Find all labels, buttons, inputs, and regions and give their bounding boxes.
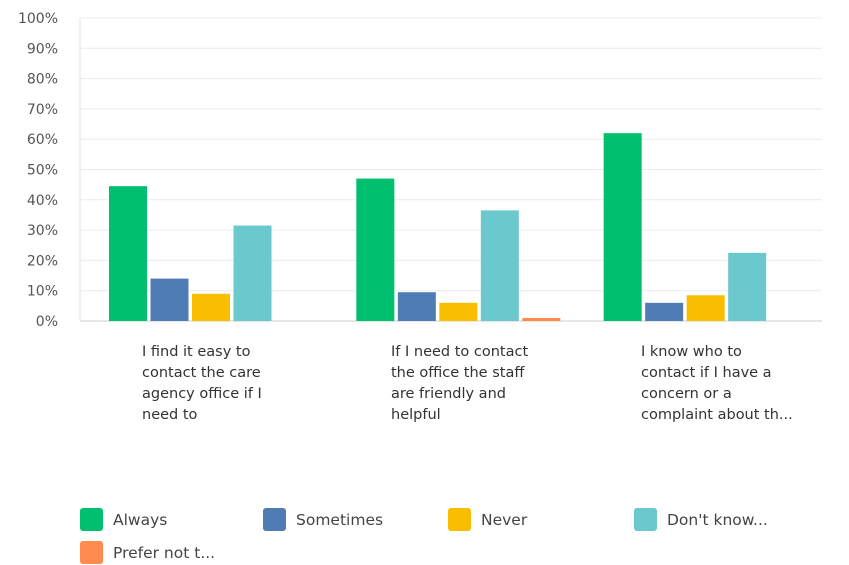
legend-label-sometimes: Sometimes	[296, 510, 384, 529]
bar-don-t-know-cat1[interactable]	[233, 225, 272, 321]
bar-don-t-know-cat3[interactable]	[728, 252, 767, 321]
y-tick-label: 80%	[27, 72, 58, 88]
bars	[109, 133, 767, 321]
legend-item-always[interactable]: Always	[80, 508, 167, 531]
category-label-3: I know who to contact if I have a concer…	[641, 344, 793, 423]
y-tick-label: 0%	[36, 314, 58, 330]
y-tick-label: 90%	[27, 41, 58, 57]
bar-never-cat2[interactable]	[439, 302, 478, 321]
category-label-1: I find it easy to contact the care agenc…	[142, 344, 262, 423]
y-tick-label: 40%	[27, 193, 58, 209]
legend-item-prefer-not[interactable]: Prefer not t...	[80, 541, 215, 564]
y-tick-label: 10%	[27, 284, 58, 300]
legend-item-never[interactable]: Never	[448, 508, 527, 531]
bar-never-cat3[interactable]	[686, 295, 725, 321]
legend-swatch-always	[80, 508, 103, 531]
legend-item-dont-know[interactable]: Don't know...	[634, 508, 768, 531]
y-tick-label: 60%	[27, 132, 58, 148]
legend-swatch-dont-know	[634, 508, 657, 531]
bar-always-cat1[interactable]	[109, 186, 147, 321]
y-tick-label: 50%	[27, 163, 58, 179]
bar-prefer-not-t-cat2[interactable]	[522, 317, 561, 321]
legend-label-never: Never	[481, 510, 528, 529]
bar-always-cat2[interactable]	[356, 178, 395, 321]
y-tick-label: 100%	[18, 11, 58, 27]
legend-item-sometimes[interactable]: Sometimes	[263, 508, 383, 531]
y-axis-ticks: 0% 10% 20% 30% 40% 50% 60% 70% 80% 90% 100%	[18, 11, 58, 330]
bar-sometimes-cat2[interactable]	[397, 292, 436, 321]
legend-label-always: Always	[113, 510, 168, 529]
legend-swatch-prefer-not	[80, 541, 103, 564]
bar-don-t-know-cat2[interactable]	[480, 210, 519, 321]
y-tick-label: 70%	[27, 102, 58, 118]
bar-never-cat1[interactable]	[192, 293, 230, 321]
gridlines	[79, 17, 822, 322]
legend-label-prefer-not: Prefer not t...	[113, 543, 216, 562]
bar-sometimes-cat3[interactable]	[645, 302, 684, 321]
y-tick-label: 30%	[27, 223, 58, 239]
y-tick-label: 20%	[27, 253, 58, 269]
legend-swatch-sometimes	[263, 508, 286, 531]
bar-always-cat3[interactable]	[603, 133, 642, 321]
bar-sometimes-cat1[interactable]	[150, 278, 189, 321]
category-label-2: If I need to contact the office the staf…	[391, 344, 529, 423]
legend-swatch-never	[448, 508, 471, 531]
legend-label-dont-know: Don't know...	[667, 510, 768, 529]
